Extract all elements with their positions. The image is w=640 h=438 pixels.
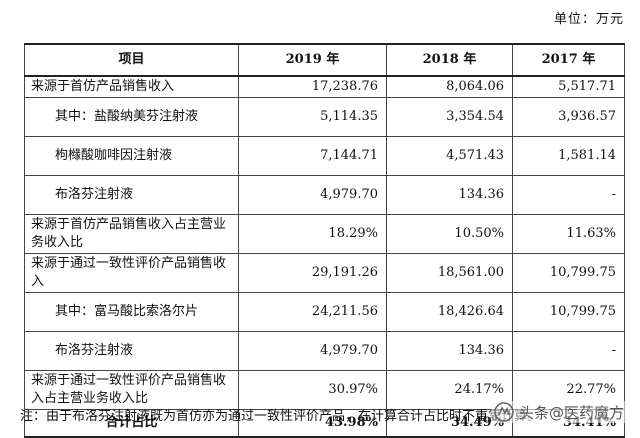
unit-label: 单位：万元 [553,12,624,27]
cell-2018: 3,354.54 [386,97,513,137]
row-label: 枸橼酸咖啡因注射液 [24,136,239,176]
row-label: 布洛芬注射液 [24,175,239,215]
header-item: 项目 [24,43,239,77]
row-label: 其中：盐酸纳美芬注射液 [24,97,239,137]
cell-2017: 3,936.57 [512,97,625,137]
cell-2018: 4,571.43 [386,136,513,176]
cell-2019: 24,211.56 [238,292,387,332]
cell-2019: 17,238.76 [238,75,387,98]
cell-2019: 4,979.70 [238,331,387,371]
table-row: 来源于首仿产品销售收入 17,238.76 8,064.06 5,517.71 [24,75,625,98]
cell-2018: 18,426.64 [386,292,513,332]
watermark: 头条@医药魔方 [490,401,626,423]
header-2017: 2017 年 [512,43,625,77]
cell-2017: 10,799.75 [512,253,625,293]
cell-2017: 1,581.14 [512,136,625,176]
table-row: 其中：富马酸比索洛尔片 24,211.56 18,426.64 10,799.7… [24,292,625,332]
cell-2019: 4,979.70 [238,175,387,215]
cell-2017: 5,517.71 [512,75,625,98]
cell-2019: 18.29% [238,214,387,254]
header-2019: 2019 年 [238,43,387,77]
table-row: 来源于首仿产品销售收入占主营业务收入比 18.29% 10.50% 11.63% [24,214,625,254]
cell-2018: 18,561.00 [386,253,513,293]
cell-2019: 30.97% [238,370,387,410]
cell-2019: 29,191.26 [238,253,387,293]
cell-2018: 8,064.06 [386,75,513,98]
cell-2017: - [512,331,625,371]
cell-2019: 5,114.35 [238,97,387,137]
row-label: 布洛芬注射液 [24,331,239,371]
cell-2019: 7,144.71 [238,136,387,176]
cell-2017: 11.63% [512,214,625,254]
header-row: 项目 2019 年 2018 年 2017 年 [24,43,625,77]
table-row: 布洛芬注射液 4,979.70 134.36 - [24,175,625,215]
cell-2017: - [512,175,625,215]
cell-2018: 10.50% [386,214,513,254]
table-row: 来源于通过一致性评价产品销售收入 29,191.26 18,561.00 10,… [24,253,625,293]
table-row: 布洛芬注射液 4,979.70 134.36 - [24,331,625,371]
watermark-text: 头条@医药魔方 [518,403,624,422]
row-label: 来源于通过一致性评价产品销售收入 [24,253,239,293]
watermark-logo-icon [493,401,515,423]
row-label: 其中：富马酸比索洛尔片 [24,292,239,332]
cell-2017: 10,799.75 [512,292,625,332]
table-row: 其中：盐酸纳美芬注射液 5,114.35 3,354.54 3,936.57 [24,97,625,137]
header-2018: 2018 年 [386,43,513,77]
table-row: 枸橼酸咖啡因注射液 7,144.71 4,571.43 1,581.14 [24,136,625,176]
cell-2018: 134.36 [386,331,513,371]
row-label: 来源于首仿产品销售收入 [24,75,239,98]
row-label: 来源于首仿产品销售收入占主营业务收入比 [24,214,239,254]
revenue-table: 项目 2019 年 2018 年 2017 年 来源于首仿产品销售收入 17,2… [24,43,625,438]
row-label: 来源于通过一致性评价产品销售收入占主营业务收入比 [24,370,239,410]
footnote: 注：由于布洛芬注射液既为首仿亦为通过一致性评价产品，在计算合计占比时不重复计算。 [20,409,541,424]
cell-2018: 134.36 [386,175,513,215]
